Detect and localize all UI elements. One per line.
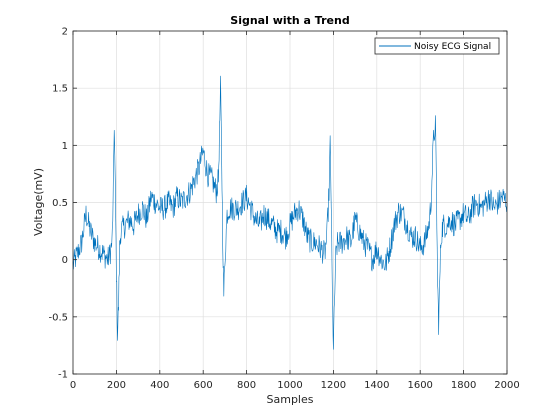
y-tick-label: 1 — [62, 141, 68, 152]
legend-box — [374, 37, 500, 55]
x-tick-label: 200 — [107, 380, 126, 391]
x-tick-label: 600 — [194, 380, 213, 391]
y-axis-label: Voltage(mV) — [32, 168, 45, 236]
x-tick-label: 1400 — [364, 380, 389, 391]
x-tick-label: 1600 — [407, 380, 432, 391]
y-tick-label: 1.5 — [52, 84, 68, 95]
legend: Noisy ECG Signal — [374, 37, 500, 55]
ticks: 0 200 400 600 800 1000 1200 1400 1600 1800 2000 -1 -… — [48, 27, 519, 392]
x-tick-label: 800 — [237, 380, 256, 391]
y-tick-label: 0 — [62, 255, 68, 266]
x-tick-label: 1800 — [451, 380, 476, 391]
chart-title: Signal with a Trend — [230, 14, 349, 27]
y-tick-label: -1 — [58, 370, 68, 381]
x-axis-label: Samples — [267, 393, 314, 406]
y-tick-label: -0.5 — [48, 312, 68, 323]
x-tick-label: 0 — [70, 380, 76, 391]
series-layer — [72, 75, 508, 350]
x-tick-label: 2000 — [494, 380, 519, 391]
x-tick-label: 1200 — [321, 380, 346, 391]
series-line-noisy-ecg-signal — [72, 75, 508, 350]
x-tick-label: 1000 — [277, 380, 302, 391]
x-tick-label: 400 — [150, 380, 169, 391]
y-tick-label: 2 — [62, 27, 68, 38]
legend-label: Noisy ECG Signal — [414, 42, 491, 52]
y-tick-label: 0.5 — [52, 198, 68, 209]
